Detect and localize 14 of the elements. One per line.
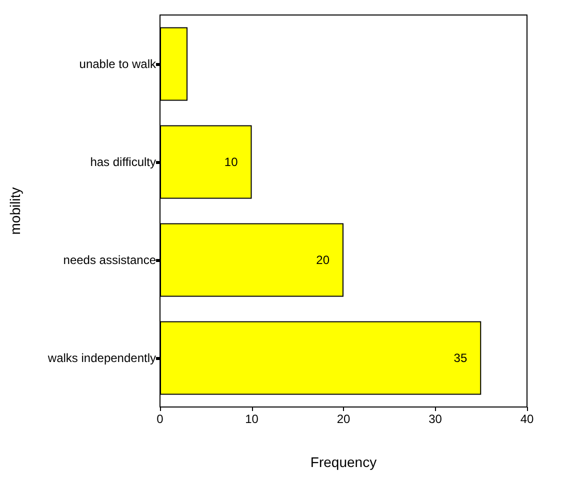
y-axis-title: mobility bbox=[7, 187, 23, 235]
x-tick-label: 0 bbox=[156, 412, 164, 426]
y-tick-label: walks independently bbox=[46, 351, 156, 365]
data-label: 10 bbox=[224, 155, 238, 169]
data-label: 20 bbox=[316, 253, 330, 267]
x-tick-label: 30 bbox=[428, 412, 442, 426]
y-tick-label: needs assistance bbox=[63, 253, 156, 267]
y-tick-label: has difficulty bbox=[90, 155, 156, 169]
x-axis-title: Frequency bbox=[310, 454, 377, 470]
data-label: 35 bbox=[454, 351, 468, 365]
x-tick-label: 40 bbox=[520, 412, 534, 426]
x-tick-label: 20 bbox=[336, 412, 350, 426]
x-tick-label: 10 bbox=[245, 412, 259, 426]
y-tick-label: unable to walk bbox=[79, 57, 157, 71]
